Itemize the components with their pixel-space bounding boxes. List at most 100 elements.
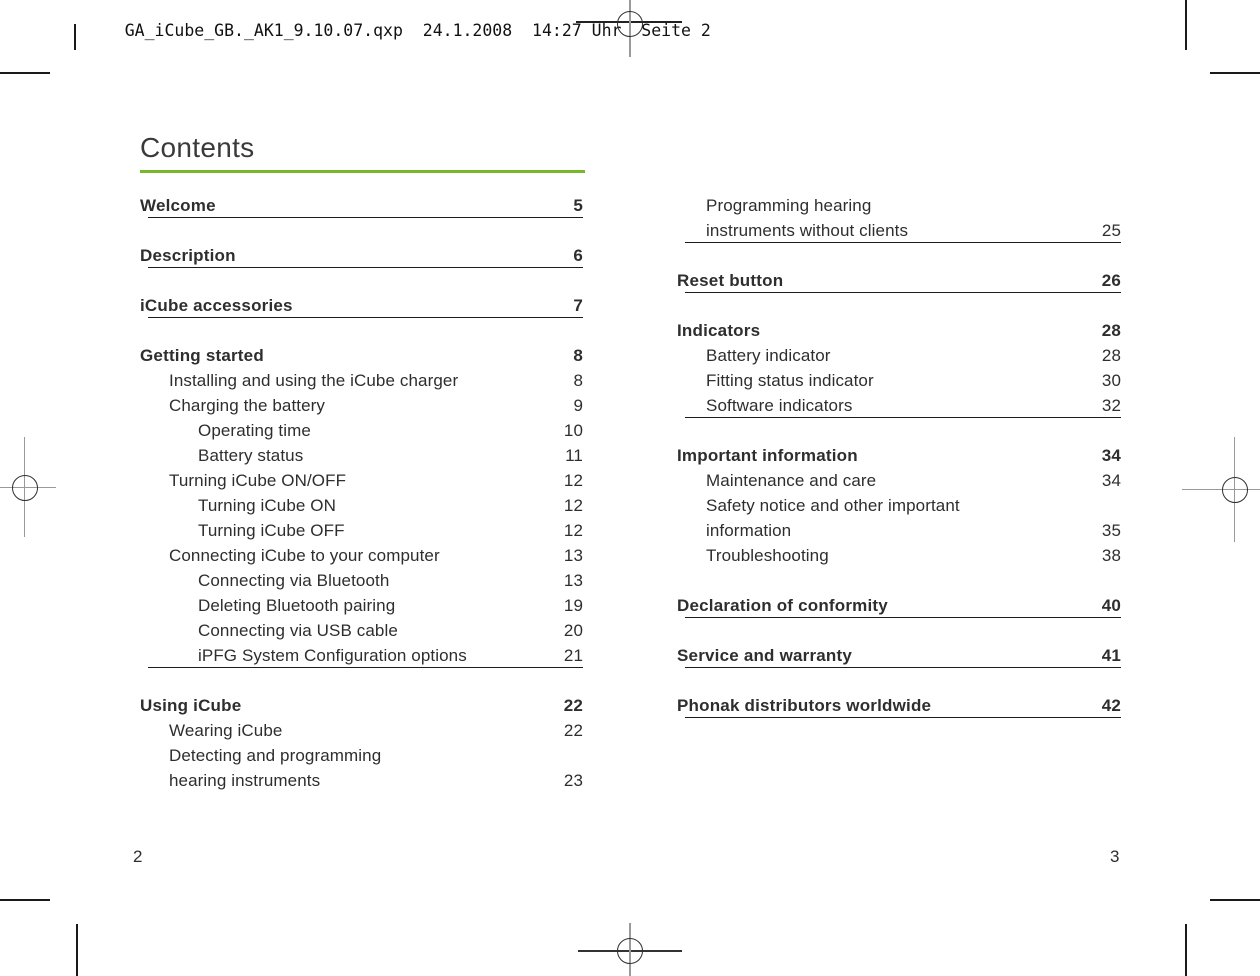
toc-entry: Turning iCube ON 12 [140, 493, 583, 518]
toc-entry-page: 13 [563, 546, 583, 565]
toc-entry-label: Indicators [677, 321, 761, 340]
toc-entry-page: 38 [1101, 546, 1121, 565]
right-page: Programming hearing instruments without c… [630, 0, 1260, 976]
toc-entry: Description 6 [140, 243, 583, 269]
toc-entry-label: Turning iCube ON/OFF [169, 471, 347, 490]
proof-header-text: GA_iCube_GB._AK1_9.10.07.qxp 24.1.2008 1… [124, 21, 711, 40]
toc-entry: Fitting status indicator 30 [677, 368, 1121, 393]
toc-entry-label: Battery indicator [706, 346, 831, 365]
toc-entry-label: Turning iCube OFF [198, 521, 345, 540]
toc-entry-label: Reset button [677, 271, 784, 290]
toc-entry: Programming hearing [677, 193, 1121, 218]
toc-entry: Deleting Bluetooth pairing 19 [140, 593, 583, 618]
toc-entry: Wearing iCube 22 [140, 718, 583, 743]
toc-entry-label: Deleting Bluetooth pairing [198, 596, 396, 615]
registration-mark-left-circle [12, 475, 38, 501]
toc-entry-label: Maintenance and care [706, 471, 877, 490]
toc-entry-page: 25 [1101, 221, 1121, 240]
toc-entry-page: 11 [565, 446, 583, 465]
toc-entry-page: 28 [1101, 346, 1121, 365]
toc-entry-page: 12 [563, 471, 583, 490]
toc-entry-label: Turning iCube ON [198, 496, 336, 515]
toc-entry: instruments without clients 25 [677, 218, 1121, 244]
toc-entry-label: Detecting and programming [169, 746, 382, 765]
right-page-number: 3 [1110, 847, 1120, 866]
proof-header: GA_iCube_GB._AK1_9.10.07.qxp 24.1.2008 1… [85, 2, 711, 59]
toc-entry-page: 34 [1101, 446, 1121, 465]
toc-entry: Service and warranty 41 [677, 643, 1121, 669]
registration-mark-bottom-circle [617, 938, 643, 964]
toc-entry: iCube accessories 7 [140, 293, 583, 319]
toc-entry-label: Connecting via Bluetooth [198, 571, 390, 590]
toc-entry-page: 30 [1101, 371, 1121, 390]
toc-entry-label: Phonak distributors worldwide [677, 696, 932, 715]
toc-entry-label: Connecting iCube to your computer [169, 546, 440, 565]
toc-entry-page: 32 [1101, 396, 1121, 415]
toc-entry-label: Getting started [140, 346, 264, 365]
toc-entry-label: iCube accessories [140, 296, 293, 315]
toc-entry-page: 5 [573, 196, 583, 215]
toc-entry-label: Fitting status indicator [706, 371, 874, 390]
toc-entry: Welcome 5 [140, 193, 583, 219]
registration-mark-right-circle [1222, 477, 1248, 503]
toc-entry-label: information [706, 521, 792, 540]
toc-entry-page: 22 [563, 696, 583, 715]
toc-entry-page: 21 [563, 646, 583, 665]
toc-entry: Turning iCube OFF 12 [140, 518, 583, 543]
toc-entry-label: Troubleshooting [706, 546, 829, 565]
toc-entry: Getting started 8 [140, 343, 583, 368]
title-accent-rule [140, 170, 585, 173]
toc-entry-page: 26 [1101, 271, 1121, 290]
toc-entry: Declaration of conformity 40 [677, 593, 1121, 619]
toc-entry: Connecting via Bluetooth 13 [140, 568, 583, 593]
toc-entry: Battery indicator 28 [677, 343, 1121, 368]
toc-entry: Connecting iCube to your computer 13 [140, 543, 583, 568]
toc-entry-label: hearing instruments [169, 771, 321, 790]
toc-entry-label: Installing and using the iCube charger [169, 371, 459, 390]
toc-entry-page: 8 [573, 346, 583, 365]
toc-entry-label: Battery status [198, 446, 304, 465]
toc-entry-page: 22 [563, 721, 583, 740]
toc-entry-label: Wearing iCube [169, 721, 283, 740]
toc-entry: Connecting via USB cable 20 [140, 618, 583, 643]
crop-mark-top-left-v [74, 24, 76, 50]
toc-entry-page: 12 [563, 496, 583, 515]
toc-entry-page: 19 [563, 596, 583, 615]
toc-entry: iPFG System Configuration options 21 [140, 643, 583, 669]
toc-entry-label: Important information [677, 446, 858, 465]
toc-entry-page: 23 [563, 771, 583, 790]
toc-entry-page: 40 [1101, 596, 1121, 615]
left-page-number: 2 [133, 847, 143, 866]
crop-mark-bottom-left-v [76, 924, 78, 976]
toc-entry: Troubleshooting 38 [677, 543, 1121, 568]
toc-entry-page: 12 [563, 521, 583, 540]
toc-entry: information 35 [677, 518, 1121, 543]
toc-entry-label: Connecting via USB cable [198, 621, 398, 640]
crop-mark-bottom-right-v [1185, 924, 1187, 976]
toc-entry: Reset button 26 [677, 268, 1121, 294]
registration-mark-right-hline [1182, 489, 1260, 491]
toc-entry-page: 41 [1101, 646, 1121, 665]
toc-entry-label: Using iCube [140, 696, 242, 715]
toc-entry-label: Service and warranty [677, 646, 853, 665]
crop-mark-top-right-h [1210, 72, 1260, 74]
toc-entry-page: 13 [563, 571, 583, 590]
left-page: Contents Welcome 5 Description 6 iCube acces… [133, 132, 585, 866]
toc-entry: hearing instruments 23 [140, 768, 583, 793]
toc-entry: Operating time 10 [140, 418, 583, 443]
toc-entry-page: 35 [1101, 521, 1121, 540]
toc-entry-page: 34 [1101, 471, 1121, 490]
toc-entry-label: Programming hearing [706, 196, 872, 215]
toc-entry-label: Software indicators [706, 396, 853, 415]
toc-entry: Software indicators 32 [677, 393, 1121, 419]
toc-right: Programming hearing instruments without c… [677, 193, 1121, 719]
toc-left: Welcome 5 Description 6 iCube accessories 7 Ge… [140, 193, 583, 793]
toc-entry-label: Declaration of conformity [677, 596, 888, 615]
crop-mark-top-right-v [1185, 0, 1187, 50]
toc-entry-page: 7 [573, 296, 583, 315]
toc-entry-page: 20 [563, 621, 583, 640]
toc-entry: Phonak distributors worldwide 42 [677, 693, 1121, 719]
toc-entry-page: 10 [563, 421, 583, 440]
toc-entry: Turning iCube ON/OFF 12 [140, 468, 583, 493]
